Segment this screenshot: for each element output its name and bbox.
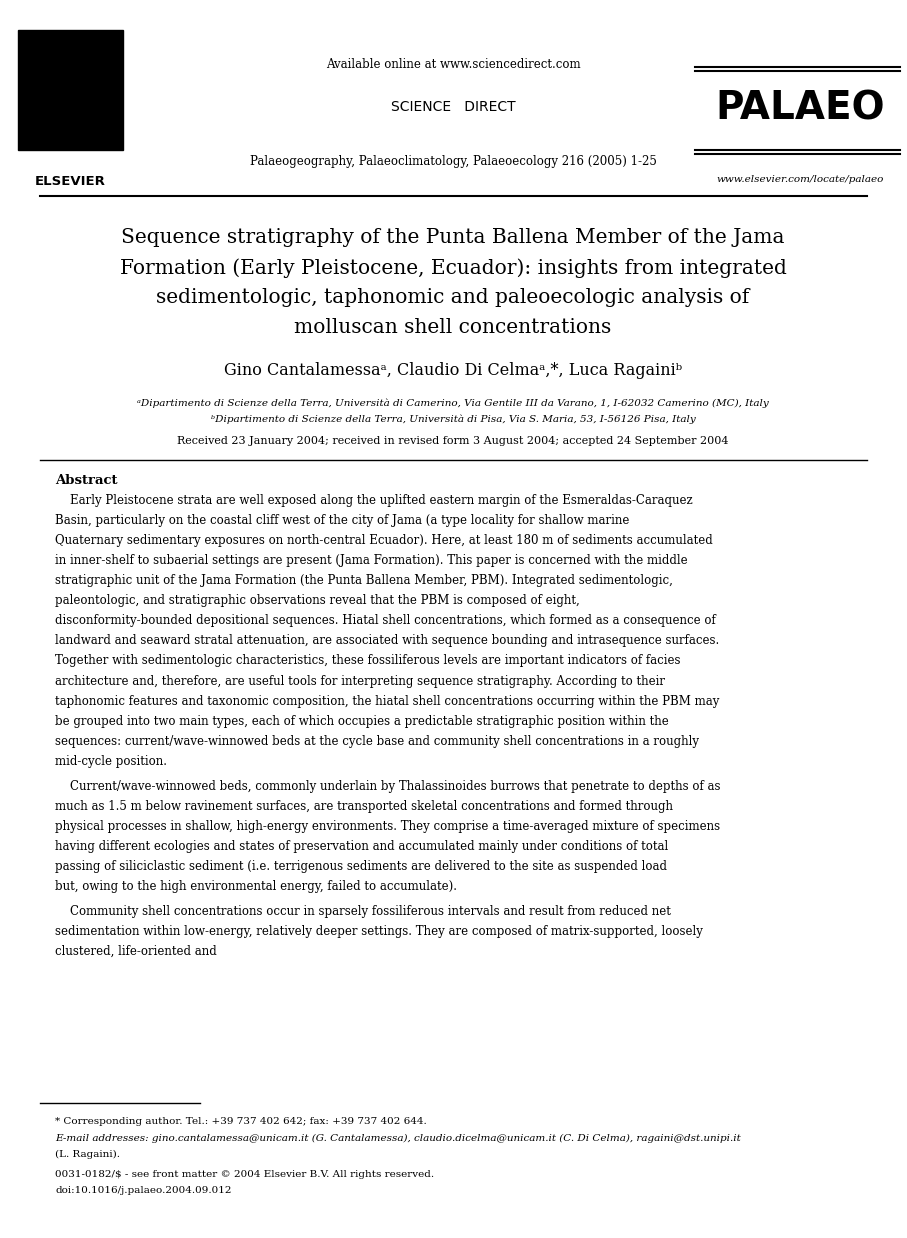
Text: Received 23 January 2004; received in revised form 3 August 2004; accepted 24 Se: Received 23 January 2004; received in re… <box>177 436 728 446</box>
Text: ᵇDipartimento di Scienze della Terra, Università di Pisa, Via S. Maria, 53, I-56: ᵇDipartimento di Scienze della Terra, Un… <box>210 415 696 425</box>
Text: Available online at www.sciencedirect.com: Available online at www.sciencedirect.co… <box>326 58 580 71</box>
Bar <box>18 30 123 150</box>
Text: sequences: current/wave-winnowed beds at the cycle base and community shell conc: sequences: current/wave-winnowed beds at… <box>55 734 699 748</box>
Text: (L. Ragaini).: (L. Ragaini). <box>55 1150 120 1159</box>
Text: Formation (Early Pleistocene, Ecuador): insights from integrated: Formation (Early Pleistocene, Ecuador): … <box>120 258 786 277</box>
Text: in inner-shelf to subaerial settings are present (Jama Formation). This paper is: in inner-shelf to subaerial settings are… <box>55 555 688 567</box>
Text: Quaternary sedimentary exposures on north-central Ecuador). Here, at least 180 m: Quaternary sedimentary exposures on nort… <box>55 534 713 547</box>
Text: clustered, life-oriented and: clustered, life-oriented and <box>55 945 217 958</box>
Text: www.elsevier.com/locate/palaeo: www.elsevier.com/locate/palaeo <box>717 175 883 184</box>
Text: sedimentologic, taphonomic and paleoecologic analysis of: sedimentologic, taphonomic and paleoecol… <box>156 288 749 307</box>
Text: but, owing to the high environmental energy, failed to accumulate).: but, owing to the high environmental ene… <box>55 880 457 893</box>
Text: * Corresponding author. Tel.: +39 737 402 642; fax: +39 737 402 644.: * Corresponding author. Tel.: +39 737 40… <box>55 1117 427 1127</box>
Text: Abstract: Abstract <box>55 474 118 487</box>
Text: E-mail addresses: gino.cantalamessa@unicam.it (G. Cantalamessa), claudio.dicelma: E-mail addresses: gino.cantalamessa@unic… <box>55 1134 741 1143</box>
Text: SCIENCE   DIRECT: SCIENCE DIRECT <box>391 100 515 114</box>
Text: mid-cycle position.: mid-cycle position. <box>55 755 167 768</box>
Text: doi:10.1016/j.palaeo.2004.09.012: doi:10.1016/j.palaeo.2004.09.012 <box>55 1186 231 1195</box>
Text: having different ecologies and states of preservation and accumulated mainly und: having different ecologies and states of… <box>55 839 668 853</box>
Text: passing of siliciclastic sediment (i.e. terrigenous sediments are delivered to t: passing of siliciclastic sediment (i.e. … <box>55 860 667 873</box>
Text: Sequence stratigraphy of the Punta Ballena Member of the Jama: Sequence stratigraphy of the Punta Balle… <box>122 228 785 248</box>
Text: ELSEVIER: ELSEVIER <box>34 175 105 188</box>
Text: landward and seaward stratal attenuation, are associated with sequence bounding : landward and seaward stratal attenuation… <box>55 634 719 647</box>
Text: taphonomic features and taxonomic composition, the hiatal shell concentrations o: taphonomic features and taxonomic compos… <box>55 695 719 708</box>
Text: Community shell concentrations occur in sparsely fossiliferous intervals and res: Community shell concentrations occur in … <box>55 905 671 919</box>
Text: PALAEO: PALAEO <box>716 89 885 128</box>
Text: Gino Cantalamessaᵃ, Claudio Di Celmaᵃ,*, Luca Ragainiᵇ: Gino Cantalamessaᵃ, Claudio Di Celmaᵃ,*,… <box>224 361 682 379</box>
Text: 0031-0182/$ - see front matter © 2004 Elsevier B.V. All rights reserved.: 0031-0182/$ - see front matter © 2004 El… <box>55 1170 434 1179</box>
Text: stratigraphic unit of the Jama Formation (the Punta Ballena Member, PBM). Integr: stratigraphic unit of the Jama Formation… <box>55 574 673 587</box>
Text: be grouped into two main types, each of which occupies a predictable stratigraph: be grouped into two main types, each of … <box>55 714 668 728</box>
Text: Together with sedimentologic characteristics, these fossiliferous levels are imp: Together with sedimentologic characteris… <box>55 655 680 667</box>
Text: Palaeogeography, Palaeoclimatology, Palaeoecology 216 (2005) 1-25: Palaeogeography, Palaeoclimatology, Pala… <box>249 155 657 168</box>
Text: Early Pleistocene strata are well exposed along the uplifted eastern margin of t: Early Pleistocene strata are well expose… <box>55 494 693 508</box>
Text: paleontologic, and stratigraphic observations reveal that the PBM is composed of: paleontologic, and stratigraphic observa… <box>55 594 580 608</box>
Text: disconformity-bounded depositional sequences. Hiatal shell concentrations, which: disconformity-bounded depositional seque… <box>55 614 716 628</box>
Text: sedimentation within low-energy, relatively deeper settings. They are composed o: sedimentation within low-energy, relativ… <box>55 925 703 938</box>
Text: architecture and, therefore, are useful tools for interpreting sequence stratigr: architecture and, therefore, are useful … <box>55 675 665 687</box>
Text: ᵃDipartimento di Scienze della Terra, Università di Camerino, Via Gentile III da: ᵃDipartimento di Scienze della Terra, Un… <box>137 397 769 407</box>
Text: Basin, particularly on the coastal cliff west of the city of Jama (a type locali: Basin, particularly on the coastal cliff… <box>55 514 629 527</box>
Text: Current/wave-winnowed beds, commonly underlain by Thalassinoides burrows that pe: Current/wave-winnowed beds, commonly und… <box>55 780 720 792</box>
Text: molluscan shell concentrations: molluscan shell concentrations <box>295 318 611 337</box>
Text: much as 1.5 m below ravinement surfaces, are transported skeletal concentrations: much as 1.5 m below ravinement surfaces,… <box>55 800 673 813</box>
Text: physical processes in shallow, high-energy environments. They comprise a time-av: physical processes in shallow, high-ener… <box>55 820 720 833</box>
